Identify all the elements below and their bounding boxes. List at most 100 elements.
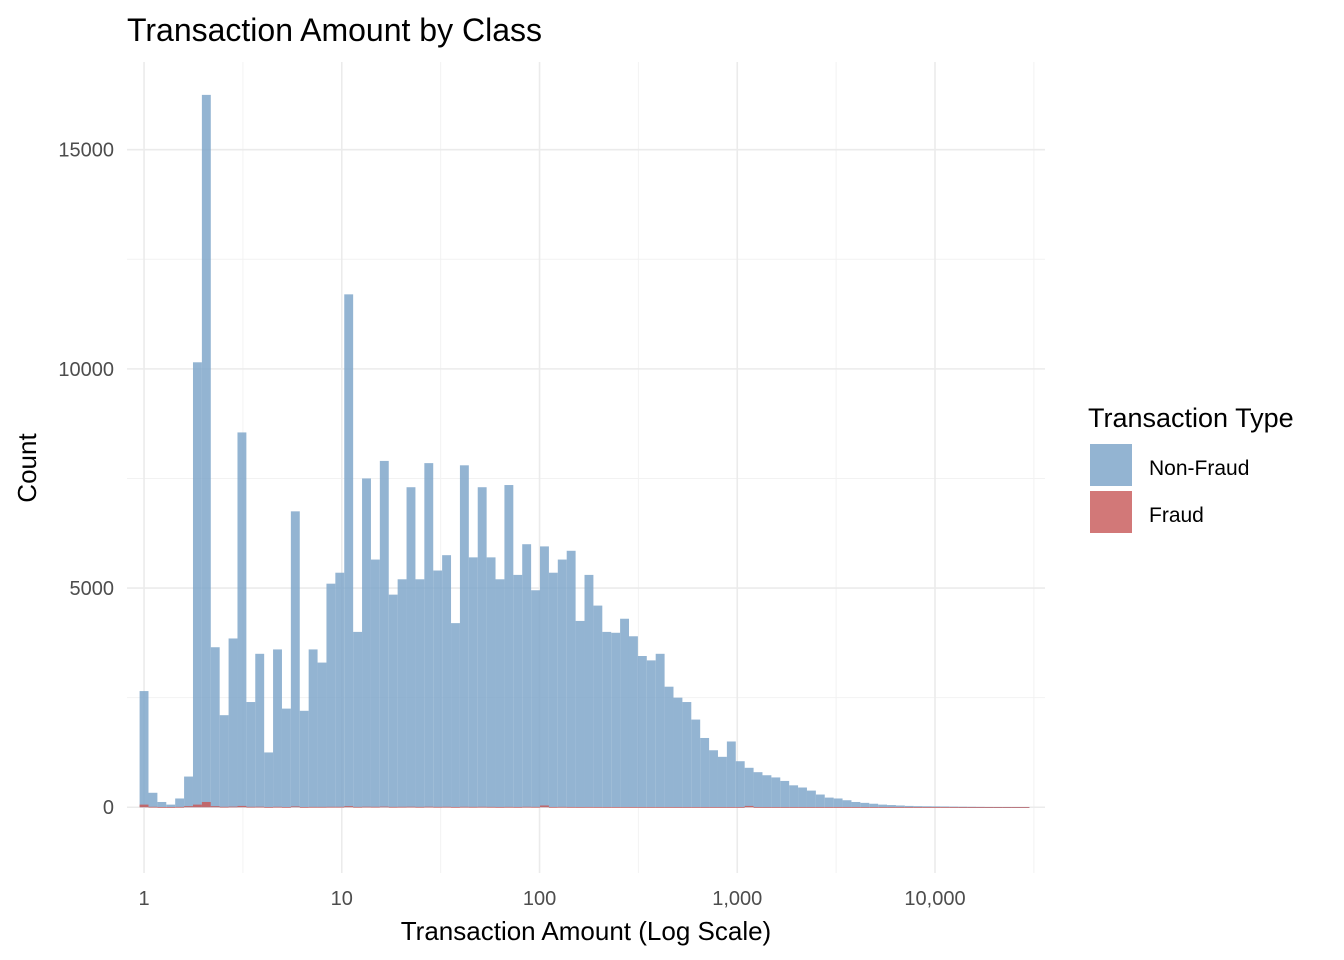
- non-fraud-bar: [477, 487, 487, 808]
- non-fraud-bar: [540, 546, 549, 808]
- fraud-bar: [406, 806, 416, 808]
- non-fraud-bar: [904, 805, 914, 808]
- non-fraud-bar: [406, 487, 416, 808]
- fraud-bar: [717, 807, 727, 808]
- non-fraud-bar: [931, 806, 941, 808]
- fraud-bar: [806, 807, 816, 808]
- non-fraud-bar: [192, 362, 202, 808]
- non-fraud-bar: [157, 801, 167, 808]
- non-fraud-bar: [166, 804, 176, 808]
- x-tick-label: 1,000: [712, 888, 762, 910]
- fraud-bar: [833, 807, 843, 808]
- non-fraud-bar: [246, 702, 256, 808]
- non-fraud-bar: [228, 638, 238, 808]
- non-fraud-bar: [566, 550, 576, 808]
- fraud-bar: [682, 807, 692, 808]
- fraud-bar: [753, 807, 763, 808]
- fraud-bar: [157, 807, 167, 808]
- fraud-bar: [931, 807, 941, 808]
- non-fraud-bar: [709, 750, 718, 808]
- non-fraud-bar: [913, 806, 923, 808]
- fraud-bar: [940, 807, 950, 808]
- legend-swatch-fraud: [1090, 491, 1132, 533]
- fraud-bar: [192, 804, 202, 808]
- non-fraud-bar: [637, 656, 647, 808]
- non-fraud-bar: [655, 653, 665, 808]
- fraud-bar: [584, 806, 594, 808]
- fraud-bar: [557, 806, 567, 808]
- y-axis-ticks: 0 5000 10000 15000: [58, 140, 114, 820]
- fraud-bar: [139, 804, 149, 808]
- fraud-bar: [904, 807, 914, 808]
- non-fraud-bar: [531, 590, 541, 808]
- fraud-bar: [860, 807, 870, 808]
- non-fraud-bar: [620, 618, 629, 808]
- non-fraud-bar: [806, 790, 816, 808]
- fraud-bar: [255, 806, 265, 808]
- non-fraud-bar: [459, 465, 469, 808]
- fraud-bar: [664, 807, 674, 808]
- fraud-bar: [593, 807, 603, 808]
- non-fraud-bar: [522, 544, 532, 808]
- non-fraud-bar: [548, 572, 558, 808]
- non-fraud-bar: [815, 794, 825, 808]
- x-tick-label: 1: [138, 888, 149, 910]
- fraud-bar: [628, 807, 638, 808]
- non-fraud-bars: [139, 94, 1030, 808]
- legend-swatch-non-fraud: [1090, 444, 1132, 486]
- non-fraud-bar: [255, 653, 265, 808]
- fraud-bar: [1020, 807, 1030, 808]
- fraud-bar: [735, 807, 745, 808]
- fraud-bar: [842, 807, 852, 808]
- y-tick-label: 15000: [58, 140, 114, 162]
- x-tick-label: 10,000: [904, 888, 965, 910]
- non-fraud-bar: [682, 702, 692, 808]
- non-fraud-bar: [362, 478, 371, 808]
- non-fraud-bar: [299, 710, 309, 808]
- non-fraud-bar: [895, 805, 905, 808]
- fraud-bar: [451, 806, 460, 808]
- fraud-bar: [370, 806, 380, 808]
- non-fraud-bar: [602, 631, 612, 808]
- non-fraud-bar: [504, 485, 514, 808]
- fraud-bar: [477, 806, 487, 808]
- fraud-bar: [281, 807, 291, 808]
- non-fraud-bar: [869, 803, 879, 808]
- non-fraud-bar: [308, 649, 318, 808]
- non-fraud-bar: [451, 623, 460, 808]
- fraud-bar: [415, 806, 425, 808]
- non-fraud-bar: [468, 557, 478, 808]
- non-fraud-bar: [833, 798, 843, 808]
- non-fraud-bar: [717, 756, 727, 808]
- y-tick-label: 5000: [70, 578, 115, 600]
- fraud-bar: [540, 805, 549, 808]
- fraud-bar: [210, 806, 220, 808]
- non-fraud-bar: [851, 801, 861, 808]
- fraud-bar: [726, 807, 736, 808]
- non-fraud-bar: [664, 686, 674, 808]
- non-fraud-bar: [700, 737, 710, 808]
- non-fraud-bar: [753, 772, 763, 808]
- fraud-bar: [237, 805, 247, 808]
- non-fraud-bar: [557, 559, 567, 808]
- fraud-bar: [913, 807, 923, 808]
- non-fraud-bar: [611, 632, 621, 808]
- fraud-bar: [611, 807, 621, 808]
- non-fraud-bar: [344, 294, 354, 808]
- non-fraud-bar: [424, 463, 434, 808]
- non-fraud-bar: [281, 708, 291, 808]
- non-fraud-bar: [335, 572, 345, 808]
- fraud-bar: [922, 807, 932, 808]
- fraud-bar: [949, 807, 959, 808]
- fraud-bar: [175, 806, 185, 808]
- fraud-bars: [139, 801, 1030, 808]
- non-fraud-bar: [575, 620, 585, 808]
- fraud-bar: [762, 807, 772, 808]
- non-fraud-bar: [273, 649, 282, 808]
- fraud-bar: [166, 807, 176, 808]
- fraud-bar: [219, 806, 229, 808]
- non-fraud-bar: [860, 802, 870, 808]
- non-fraud-bar: [824, 797, 834, 808]
- non-fraud-bar: [326, 583, 336, 808]
- non-fraud-bar: [887, 805, 896, 808]
